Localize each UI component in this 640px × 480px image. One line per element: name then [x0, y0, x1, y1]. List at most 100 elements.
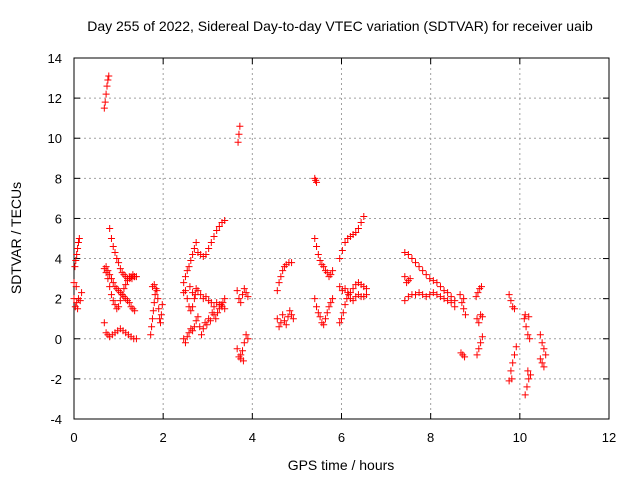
- data-point: [183, 267, 191, 275]
- data-point: [458, 299, 466, 307]
- x-axis-label: GPS time / hours: [288, 457, 395, 473]
- data-point: [352, 228, 360, 236]
- data-point: [74, 245, 82, 253]
- data-point: [357, 218, 365, 226]
- data-point: [540, 345, 548, 353]
- series-arc-y: [401, 289, 459, 311]
- data-point: [538, 339, 546, 347]
- data-point: [336, 255, 344, 263]
- data-point: [242, 289, 250, 297]
- data-point: [524, 331, 532, 339]
- data-point: [477, 339, 485, 347]
- data-point: [103, 82, 111, 90]
- data-point: [478, 333, 486, 341]
- data-point: [433, 279, 441, 287]
- data-point: [156, 315, 164, 323]
- data-point: [187, 257, 195, 265]
- data-point: [111, 249, 119, 257]
- data-point: [199, 325, 207, 333]
- data-point: [237, 351, 245, 359]
- data-point: [275, 323, 283, 331]
- data-point: [404, 251, 412, 259]
- series-arc-ad: [473, 333, 486, 359]
- data-point: [327, 271, 335, 279]
- data-point: [277, 273, 285, 281]
- data-point: [186, 283, 194, 291]
- series-arc-u: [336, 212, 368, 263]
- data-point: [239, 357, 247, 365]
- data-point: [275, 279, 283, 287]
- data-point: [70, 279, 78, 287]
- data-point: [221, 305, 229, 313]
- data-point: [341, 301, 349, 309]
- x-tick-label: 0: [70, 430, 77, 445]
- data-point: [401, 297, 409, 305]
- data-point: [185, 263, 193, 271]
- data-point: [150, 299, 158, 307]
- y-axis-label: SDTVAR / TECUs: [8, 182, 24, 294]
- data-point: [158, 301, 166, 309]
- data-point: [451, 303, 459, 311]
- data-points: [70, 72, 550, 399]
- data-point: [429, 289, 437, 297]
- data-point: [183, 295, 191, 303]
- data-point: [73, 299, 81, 307]
- data-point: [472, 293, 480, 301]
- data-point: [419, 291, 427, 299]
- data-point: [235, 130, 243, 138]
- series-arc-q: [273, 307, 297, 331]
- data-point: [104, 76, 112, 84]
- data-point: [336, 283, 344, 291]
- data-point: [323, 269, 331, 277]
- data-point: [116, 265, 124, 273]
- data-point: [426, 275, 434, 283]
- data-point: [107, 291, 115, 299]
- data-point: [214, 309, 222, 317]
- y-tick-labels: -4 -2 0 2 4 6 8 10 12 14: [48, 51, 62, 427]
- series-arc-af: [505, 343, 520, 385]
- data-point: [536, 331, 544, 339]
- data-point: [461, 311, 469, 319]
- data-point: [401, 249, 409, 257]
- data-point: [349, 285, 357, 293]
- y-tick-label: 12: [48, 91, 62, 106]
- data-point: [507, 297, 515, 305]
- data-point: [473, 315, 481, 323]
- data-point: [422, 271, 430, 279]
- data-point: [362, 285, 370, 293]
- data-point: [155, 305, 163, 313]
- data-point: [329, 267, 337, 275]
- data-point: [72, 257, 80, 265]
- data-point: [189, 251, 197, 259]
- data-point: [510, 305, 518, 313]
- x-tick-label: 4: [249, 430, 256, 445]
- data-point: [125, 299, 133, 307]
- data-point: [115, 259, 123, 267]
- data-point: [461, 353, 469, 361]
- data-point: [197, 291, 205, 299]
- data-point: [189, 327, 197, 335]
- data-point: [313, 178, 321, 186]
- data-point: [207, 239, 215, 247]
- data-point: [75, 235, 83, 242]
- data-point: [189, 303, 197, 311]
- data-point: [154, 295, 162, 303]
- data-point: [408, 255, 416, 263]
- data-point: [190, 245, 198, 253]
- series-arc-b: [70, 283, 86, 313]
- data-point: [456, 291, 464, 299]
- series-arc-a: [70, 235, 83, 287]
- data-point: [109, 279, 117, 287]
- data-point: [111, 301, 119, 309]
- data-point: [526, 335, 534, 343]
- data-point: [122, 281, 130, 289]
- data-point: [475, 345, 483, 353]
- series-arc-x: [401, 249, 459, 305]
- chart-title: Day 255 of 2022, Sidereal Day-to-day VTE…: [87, 18, 593, 34]
- series-arc-r: [311, 174, 321, 186]
- data-point: [131, 307, 139, 315]
- data-point: [234, 138, 242, 146]
- data-point: [419, 267, 427, 275]
- data-point: [327, 299, 335, 307]
